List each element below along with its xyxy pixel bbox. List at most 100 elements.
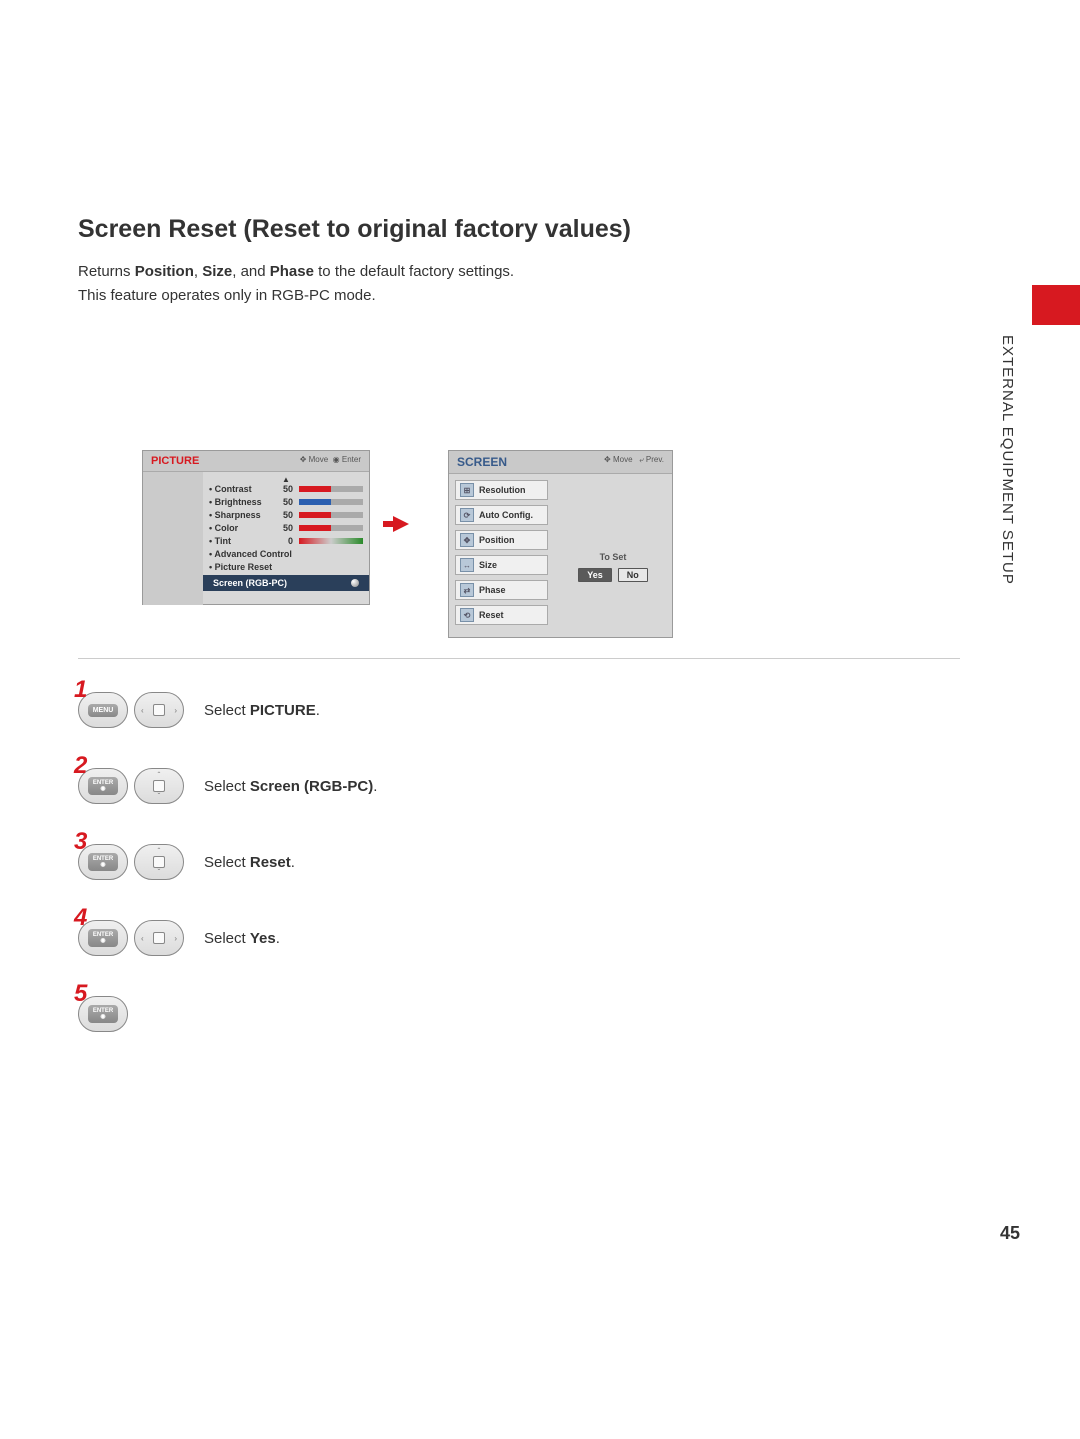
- position-icon: ✥: [460, 533, 474, 547]
- osd-picture-title: PICTURE: [151, 455, 199, 467]
- desc-text: to the default factory settings.: [314, 263, 514, 280]
- row-label: • Advanced Control: [209, 549, 292, 559]
- row-label: • Picture Reset: [209, 562, 272, 572]
- picture-row-color[interactable]: • Color 50: [209, 523, 363, 533]
- screen-confirm-area: To Set Yes No: [554, 474, 672, 638]
- osd-picture-sidebar: [143, 472, 203, 605]
- nav-lr-button[interactable]: ‹ ›: [134, 920, 184, 956]
- picture-row-tint[interactable]: • Tint 0: [209, 536, 363, 546]
- item-label: Size: [479, 560, 497, 570]
- row-value: 50: [273, 484, 293, 494]
- item-label: Auto Config.: [479, 510, 533, 520]
- chevron-up-icon: ˆ: [158, 847, 161, 856]
- chevron-left-icon: ‹: [141, 934, 144, 943]
- step-prefix: Select: [204, 854, 250, 871]
- hint-move: Move: [613, 455, 633, 464]
- btn-label: MENU: [88, 704, 119, 717]
- screen-item-list: ⊞ Resolution ⟳ Auto Config. ✥Position ↔ Siz…: [449, 474, 554, 638]
- nav-center-icon: [153, 856, 165, 868]
- resolution-icon: ⊞: [460, 483, 474, 497]
- osd-screen-header: SCREEN ✥ Move ⤶ Prev.: [449, 451, 672, 474]
- move-icon: ✥: [604, 455, 611, 464]
- autoconfig-icon: ⟳: [460, 508, 474, 522]
- step-prefix: Select: [204, 778, 250, 795]
- screen-item-resolution[interactable]: ⊞ Resolution: [455, 480, 548, 500]
- enter-indicator-icon: [351, 579, 359, 587]
- picture-row-screen-rgbpc[interactable]: Screen (RGB-PC): [203, 575, 369, 591]
- step-5: 5 ENTER◉: [78, 992, 377, 1036]
- flow-arrow-icon: [393, 516, 409, 532]
- step-text: Select Screen (RGB-PC).: [204, 778, 377, 795]
- desc-bold-position: Position: [135, 263, 194, 280]
- picture-row-contrast[interactable]: • Contrast 50: [209, 484, 363, 494]
- screen-item-size[interactable]: ↔ Size: [455, 555, 548, 575]
- osd-picture-header: PICTURE ✥ Move ◉ Enter: [143, 451, 369, 472]
- item-label: Resolution: [479, 485, 526, 495]
- step-text: Select PICTURE.: [204, 702, 320, 719]
- page-number: 45: [1000, 1223, 1020, 1244]
- desc-bold-size: Size: [202, 263, 232, 280]
- row-value: 0: [273, 536, 293, 546]
- nav-lr-button[interactable]: ‹ ›: [134, 692, 184, 728]
- yes-button[interactable]: Yes: [578, 568, 612, 582]
- desc-text: Returns: [78, 263, 135, 280]
- row-label: • Color: [209, 523, 273, 533]
- screen-item-reset[interactable]: ⟲Reset: [455, 605, 548, 625]
- scroll-up-icon: ▲: [209, 475, 363, 484]
- picture-row-brightness[interactable]: • Brightness 50: [209, 497, 363, 507]
- row-label: • Brightness: [209, 497, 273, 507]
- chevron-right-icon: ›: [174, 706, 177, 715]
- row-label: • Tint: [209, 536, 273, 546]
- picture-row-sharpness[interactable]: • Sharpness 50: [209, 510, 363, 520]
- step-number: 3: [74, 828, 87, 856]
- step-number: 2: [74, 752, 87, 780]
- osd-picture-list: ▲ • Contrast 50 • Brightness 50 • Sharpn…: [203, 472, 369, 605]
- step-suffix: .: [316, 702, 320, 719]
- osd-picture-panel: PICTURE ✥ Move ◉ Enter ▲ • Contrast 50 •…: [142, 450, 370, 605]
- row-label: • Sharpness: [209, 510, 273, 520]
- row-value: 50: [273, 523, 293, 533]
- picture-row-reset[interactable]: • Picture Reset: [209, 562, 363, 572]
- selected-label: Screen (RGB-PC): [213, 578, 287, 588]
- row-value: 50: [273, 497, 293, 507]
- nav-ud-button[interactable]: ˆ ˇ: [134, 768, 184, 804]
- chevron-left-icon: ‹: [141, 706, 144, 715]
- nav-center-icon: [153, 704, 165, 716]
- step-suffix: .: [276, 930, 280, 947]
- row-label: • Contrast: [209, 484, 273, 494]
- step-suffix: .: [291, 854, 295, 871]
- slider-bar: [299, 486, 363, 492]
- step-number: 5: [74, 980, 87, 1008]
- btn-label: ENTER◉: [88, 1005, 118, 1023]
- chevron-down-icon: ˇ: [158, 868, 161, 877]
- section-tab-marker: [1032, 285, 1080, 325]
- osd-screen-panel: SCREEN ✥ Move ⤶ Prev. ⊞ Resolution ⟳ Auto …: [448, 450, 673, 638]
- step-prefix: Select: [204, 702, 250, 719]
- desc-text: , and: [232, 263, 270, 280]
- row-value: 50: [273, 510, 293, 520]
- screen-item-autoconfig[interactable]: ⟳ Auto Config.: [455, 505, 548, 525]
- enter-dot-icon: ◉: [333, 455, 340, 464]
- tint-slider-bar: [299, 538, 363, 544]
- screen-item-position[interactable]: ✥Position: [455, 530, 548, 550]
- return-icon: ⤶: [639, 455, 643, 464]
- step-3: 3 ENTER◉ ˆ ˇ Select Reset.: [78, 840, 377, 884]
- picture-row-advanced[interactable]: • Advanced Control: [209, 549, 363, 559]
- step-prefix: Select: [204, 930, 250, 947]
- step-bold: Screen (RGB-PC): [250, 778, 373, 795]
- hint-move: Move: [309, 455, 329, 464]
- btn-label: ENTER◉: [88, 929, 118, 947]
- nav-center-icon: [153, 780, 165, 792]
- to-set-label: To Set: [560, 552, 666, 562]
- osd-screen-title: SCREEN: [457, 455, 507, 469]
- phase-icon: ⇄: [460, 583, 474, 597]
- osd-screen-hints: ✥ Move ⤶ Prev.: [604, 455, 664, 469]
- step-number: 4: [74, 904, 87, 932]
- no-button[interactable]: No: [618, 568, 648, 582]
- size-icon: ↔: [460, 558, 474, 572]
- side-section-label: EXTERNAL EQUIPMENT SETUP: [999, 335, 1016, 585]
- screen-item-phase[interactable]: ⇄Phase: [455, 580, 548, 600]
- step-text: Select Yes.: [204, 930, 280, 947]
- nav-ud-button[interactable]: ˆ ˇ: [134, 844, 184, 880]
- step-bold: Reset: [250, 854, 291, 871]
